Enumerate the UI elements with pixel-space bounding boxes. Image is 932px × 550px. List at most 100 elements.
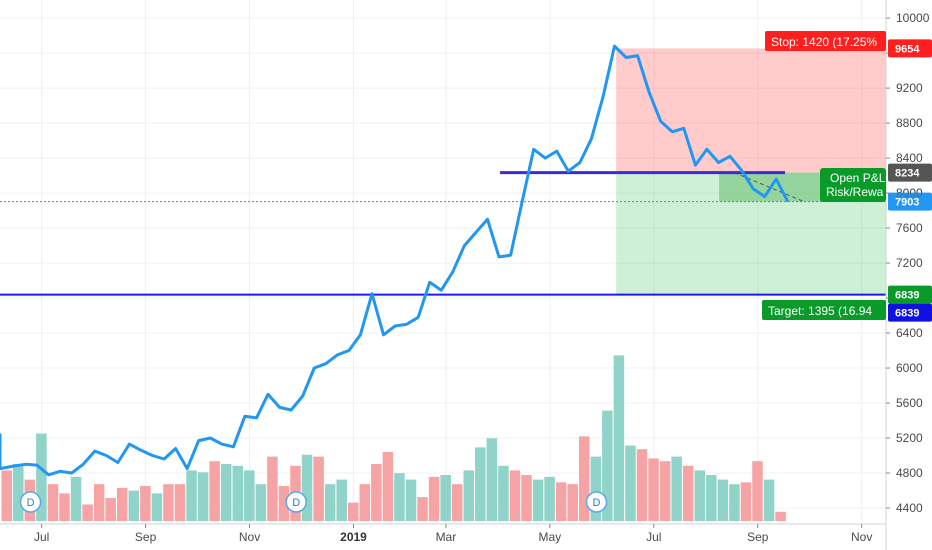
volume-bar <box>209 461 220 521</box>
price-axis[interactable]: 4400480052005600600064006800720076008000… <box>885 0 930 550</box>
price-tick-label: 10000 <box>896 11 930 25</box>
volume-bar <box>220 463 232 521</box>
volume-bar <box>278 486 290 521</box>
volume-bar <box>648 458 659 521</box>
volume-bar <box>659 461 671 521</box>
volume-bar <box>405 479 417 521</box>
price-tick-label: 4800 <box>896 466 923 480</box>
target-price-tag: 6839 <box>895 290 919 302</box>
stop-zone <box>616 48 886 173</box>
volume-bar <box>475 447 486 521</box>
volume-bar <box>70 476 82 521</box>
volume-bar <box>359 484 371 521</box>
volume-bar <box>590 456 602 521</box>
entry-price-tag: 8234 <box>895 168 920 180</box>
volume-bar <box>532 479 544 521</box>
volume-bar <box>694 470 705 521</box>
volume-bar <box>197 472 209 521</box>
volume-bar <box>336 479 347 521</box>
volume-bar <box>636 449 648 521</box>
volume-bar <box>394 473 405 521</box>
dividend-marker-label: D <box>27 497 35 509</box>
stop-box-bg <box>765 31 886 51</box>
open-pnl-label: Open P&L <box>830 171 886 185</box>
volume-bar <box>82 504 93 521</box>
volume-bar <box>706 475 717 521</box>
volume-bar <box>151 493 163 521</box>
chart-grid <box>0 0 886 522</box>
price-tick-label: 5600 <box>896 396 923 410</box>
volume-bar <box>324 484 336 521</box>
time-tick-label: 2019 <box>340 530 367 544</box>
dividend-marker-label: D <box>292 497 300 509</box>
volume-bar <box>521 475 532 521</box>
time-tick-label: Sep <box>747 530 769 544</box>
price-8000-partial-label: 8000 <box>896 186 923 200</box>
volume-bar <box>140 486 151 521</box>
volume-bar <box>93 484 105 521</box>
volume-bar <box>544 476 555 521</box>
volume-bar <box>36 433 47 521</box>
volume-bar <box>428 476 440 521</box>
volume-bar <box>729 484 740 521</box>
price-tick-label: 6000 <box>896 361 923 375</box>
time-tick-label: May <box>539 530 562 544</box>
price-tick-label: 5200 <box>896 431 923 445</box>
volume-bar <box>671 456 682 521</box>
dividend-marker-label: D <box>593 497 601 509</box>
price-series <box>0 44 790 477</box>
time-tick-label: Mar <box>436 530 457 544</box>
stop-price-tag-bg <box>888 39 932 58</box>
volume-bar <box>555 482 567 521</box>
volume-bar <box>382 452 394 521</box>
time-tick-label: Nov <box>851 530 872 544</box>
volume-bar <box>717 479 729 521</box>
volume-bar <box>417 497 428 521</box>
time-tick-label: Sep <box>135 530 157 544</box>
volume-bar <box>740 482 752 521</box>
price-labels: 9654 8234 7903 6839 6839 8000 Stop: 1420 (17.2… <box>762 31 932 322</box>
dividend-marker-icon <box>19 491 42 513</box>
current-price-tag-bg <box>888 192 932 211</box>
price-tick-label: 7600 <box>896 221 923 235</box>
volume-bar <box>498 465 509 521</box>
current-price-tag: 7903 <box>895 197 919 209</box>
target-box-bg <box>762 300 886 320</box>
volume-bar <box>451 484 463 521</box>
price-tick-label: 6400 <box>896 326 923 340</box>
position-progress-line <box>733 172 805 203</box>
time-tick-label: Jul <box>34 530 49 544</box>
dividend-marker-icon <box>285 491 307 513</box>
level-lines <box>0 171 886 296</box>
volume-bar <box>47 484 59 521</box>
volume-bar <box>348 502 359 521</box>
volume-bar <box>267 456 278 521</box>
volume-bar <box>128 490 140 521</box>
risk-reward-label: Risk/Rewa <box>826 185 884 199</box>
volume-bar <box>371 463 382 521</box>
time-axis[interactable]: Jul Sep Nov 2019 Mar May Jul Sep Nov <box>0 523 886 544</box>
volume-bar <box>13 463 24 521</box>
volume-bar <box>163 484 174 521</box>
open-pnl-box-bg <box>820 168 886 202</box>
volume-bar <box>255 484 267 521</box>
volume-bar <box>244 470 255 521</box>
stop-box-label: Stop: 1420 (17.25% <box>771 35 877 49</box>
volume-bar <box>486 438 498 521</box>
price-tick-label: 7200 <box>896 256 923 270</box>
volume-bars <box>1 355 786 521</box>
price-tick-label: 4400 <box>896 501 923 515</box>
price-tick-label: 9200 <box>896 81 923 95</box>
target-price-tag-bg <box>888 285 932 304</box>
volume-bar <box>567 484 578 521</box>
support-price-tag: 6839 <box>895 308 919 320</box>
volume-bar <box>174 484 186 521</box>
volume-bar <box>463 470 474 521</box>
stop-price-tag: 9654 <box>895 43 920 55</box>
volume-bar <box>105 498 116 521</box>
time-tick-label: Jul <box>646 530 661 544</box>
volume-bar <box>602 410 613 521</box>
price-tick-label: 8800 <box>896 116 923 130</box>
volume-bar <box>775 511 786 521</box>
